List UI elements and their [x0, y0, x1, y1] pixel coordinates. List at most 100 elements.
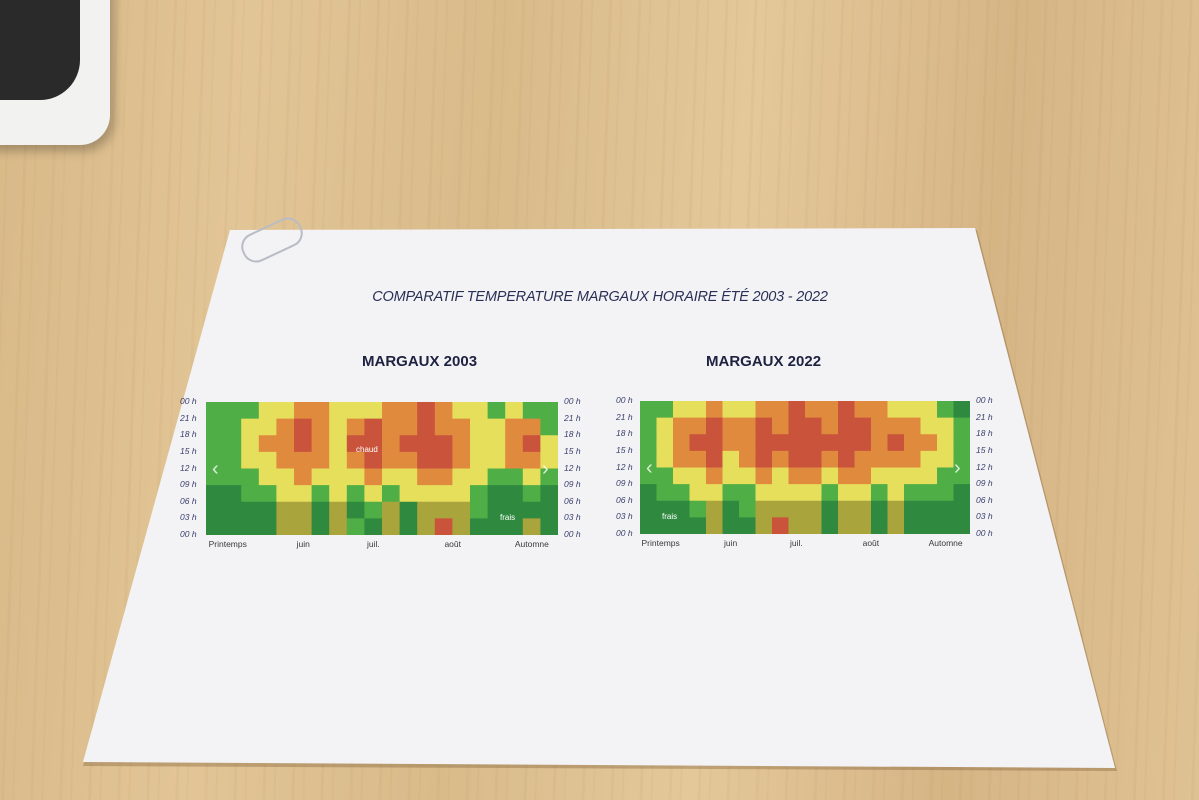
y-tick-label-right: 21 h	[976, 411, 993, 422]
x-tick-label: Printemps	[208, 539, 247, 549]
heatmap-cell	[755, 434, 773, 452]
y-tick-label-left: 06 h	[616, 494, 633, 505]
heatmap-cell	[953, 450, 970, 468]
heatmap-cell	[311, 418, 330, 436]
heatmap-cell	[241, 435, 260, 453]
heatmap-cell	[452, 418, 471, 436]
heatmap-cell	[294, 468, 313, 486]
heatmap-cell	[689, 517, 707, 534]
heatmap-cell	[673, 467, 690, 485]
heatmap-cell	[364, 468, 383, 486]
y-tick-label-left: 00 h	[616, 528, 633, 538]
heatmap-cell	[920, 517, 938, 534]
heatmap-cell	[382, 518, 401, 535]
heatmap-cell	[755, 517, 773, 534]
heatmap-cell	[470, 501, 489, 519]
heatmap-cell	[953, 417, 970, 435]
heatmap-cell	[788, 484, 806, 502]
heatmap-cell	[722, 417, 740, 435]
heatmap-cell	[821, 500, 839, 518]
y-tick-label-right: 03 h	[976, 511, 993, 522]
heatmap-cell	[788, 417, 806, 435]
heatmap-cell	[953, 467, 970, 485]
heatmap-cell	[452, 435, 471, 453]
heatmap-cell	[706, 500, 723, 518]
heatmap-cell	[788, 450, 806, 468]
x-tick-label: juin	[724, 538, 738, 548]
heatmap-cell	[953, 500, 970, 518]
heatmap-cell	[937, 450, 954, 468]
heatmap-cell	[258, 418, 277, 436]
heatmap-cell	[640, 484, 657, 502]
heatmap-cell	[311, 501, 330, 519]
heatmap-cell	[452, 468, 471, 486]
heatmap-cell	[223, 468, 242, 486]
heatmap-cell	[821, 417, 839, 435]
heatmap-cell	[904, 484, 921, 502]
heatmap-cell	[311, 485, 330, 503]
heatmap-cell	[871, 434, 888, 452]
heatmap-cell	[656, 467, 674, 485]
heatmap-cell	[656, 484, 674, 502]
heatmap-cell	[689, 467, 707, 485]
heatmap-cell	[821, 450, 839, 468]
heatmap-cell	[399, 468, 418, 486]
heatmap-cell	[522, 451, 541, 469]
heatmap-cell	[854, 450, 872, 468]
heatmap-cell	[364, 518, 383, 535]
heatmap-cell	[241, 485, 260, 503]
heatmap-cell	[887, 417, 905, 435]
heatmap-cell	[689, 401, 707, 419]
heatmap-cell	[487, 485, 506, 503]
heatmap-cell	[452, 485, 471, 503]
heatmap-cell	[382, 485, 401, 503]
y-tick-label-right: 15 h	[564, 445, 581, 456]
heatmap-cell	[364, 435, 383, 453]
heatmap-cell	[364, 402, 383, 420]
heatmap-cell	[904, 450, 921, 468]
heatmap-cell	[887, 434, 905, 452]
heatmap-cell	[838, 500, 855, 518]
heatmap-cell	[382, 402, 401, 420]
heatmap-cell	[656, 450, 674, 468]
chevron-right-icon: ›	[954, 456, 961, 479]
heatmap-cell	[540, 501, 558, 519]
heatmap-cell	[953, 434, 970, 452]
heatmap-cell	[223, 418, 242, 436]
heatmap-cell	[399, 485, 418, 503]
heatmap-cell	[772, 517, 789, 534]
heatmap-cell	[434, 485, 453, 503]
heatmap-cell	[329, 451, 348, 469]
heatmap-cell	[656, 417, 674, 435]
heatmap-cell	[241, 518, 260, 535]
heatmap-cell	[540, 435, 558, 453]
y-tick-label-right: 09 h	[976, 478, 993, 489]
heatmap-cell	[673, 401, 690, 419]
heatmap-cell	[382, 418, 401, 436]
heatmap-cell	[487, 501, 506, 519]
heatmap-cell	[722, 401, 740, 419]
x-tick-label: août	[444, 539, 461, 549]
heatmap-cell	[505, 435, 524, 453]
heatmap-cell	[904, 500, 921, 518]
heatmap-0	[206, 402, 558, 535]
heatmap-cell	[540, 402, 558, 420]
heatmap-cell	[838, 434, 855, 452]
y-tick-label-right: 00 h	[976, 395, 993, 405]
heatmap-cell	[206, 485, 225, 503]
annotation-frais: frais	[500, 513, 516, 522]
heatmap-cell	[805, 417, 822, 435]
heatmap-cell	[805, 467, 822, 485]
heatmap-cell	[241, 468, 260, 486]
heatmap-cell	[522, 418, 541, 436]
heatmap-cell	[346, 485, 365, 503]
heatmap-cell	[920, 401, 938, 419]
heatmap-cell	[505, 451, 524, 469]
heatmap-cell	[706, 434, 723, 452]
heatmap-cell	[887, 517, 905, 534]
heatmap-cell	[346, 451, 365, 469]
heatmap-cell	[487, 451, 506, 469]
heatmap-cell	[258, 501, 277, 519]
heatmap-cell	[223, 485, 242, 503]
heatmap-cell	[772, 417, 789, 435]
